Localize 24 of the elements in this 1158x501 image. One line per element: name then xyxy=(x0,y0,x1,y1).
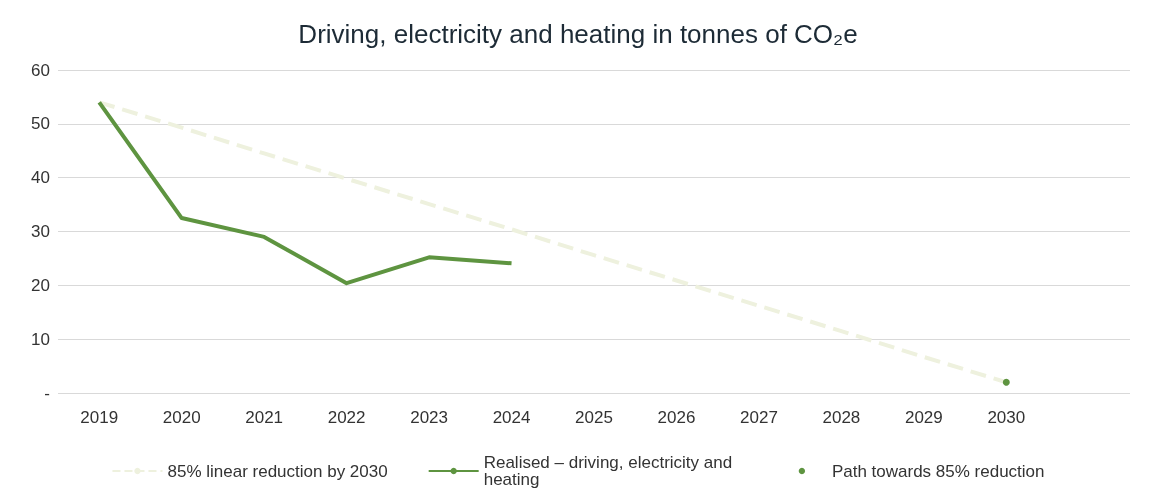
y-tick-label: 60 xyxy=(31,60,50,80)
y-tick-label: - xyxy=(44,383,50,403)
y-tick-label: 10 xyxy=(31,329,50,349)
x-tick-label: 2021 xyxy=(245,408,284,427)
x-tick-label: 2029 xyxy=(904,408,943,427)
x-tick-label: 2020 xyxy=(162,408,201,427)
chart-title: Driving, electricity and heating in tonnes of CO₂e xyxy=(298,19,858,49)
legend-label: 85% linear reduction by 2030 xyxy=(167,461,388,481)
x-tick-label: 2024 xyxy=(492,408,531,427)
y-tick-label: 30 xyxy=(31,222,50,241)
line-series xyxy=(97,100,514,286)
x-tick-label: 2022 xyxy=(327,408,366,427)
x-tick-label: 2027 xyxy=(740,408,778,427)
x-tick-label: 2019 xyxy=(80,408,119,427)
y-tick-label: 50 xyxy=(31,114,50,134)
x-tick-label: 2023 xyxy=(410,408,448,427)
x-tick-label: 2030 xyxy=(987,408,1026,427)
x-tick-label: 2028 xyxy=(822,408,861,427)
legend-label: Path towards 85% reduction xyxy=(831,461,1045,481)
x-tick-label: 2026 xyxy=(657,408,696,427)
y-tick-label: 20 xyxy=(31,275,50,295)
x-tick-label: 2025 xyxy=(575,408,613,427)
legend-label: Realised – driving, electricity and heating xyxy=(483,453,737,489)
y-tick-label: 40 xyxy=(31,168,50,188)
